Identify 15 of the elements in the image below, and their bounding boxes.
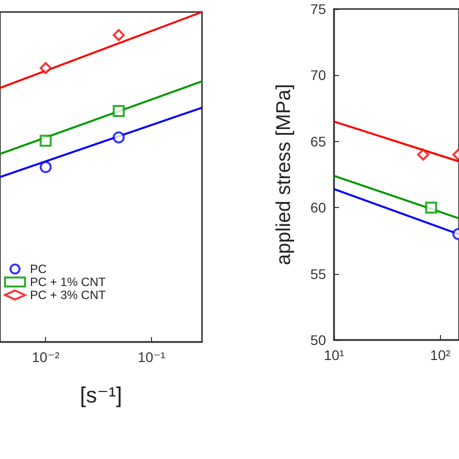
y-tick-label: 60 bbox=[310, 200, 326, 216]
x-tick-label: 10¹ bbox=[324, 347, 344, 363]
y-tick-label: 75 bbox=[310, 1, 326, 17]
x-axis-title: [s⁻¹] bbox=[80, 382, 122, 408]
legend-label: PC bbox=[30, 262, 48, 276]
y-tick-label: 55 bbox=[310, 266, 326, 282]
y-axis-title: applied stress [MPa] bbox=[273, 84, 295, 266]
x-tick-label: 10⁻² bbox=[32, 349, 60, 365]
y-tick-label: 70 bbox=[310, 67, 326, 84]
y-tick-label: 65 bbox=[310, 133, 326, 150]
x-tick-label: 10² bbox=[430, 347, 451, 363]
x-tick-label: 10⁻¹ bbox=[138, 349, 166, 365]
y-tick-label: 50 bbox=[310, 332, 326, 348]
legend-label: PC + 1% CNT bbox=[30, 275, 106, 289]
legend-label: PC + 3% CNT bbox=[30, 288, 106, 302]
